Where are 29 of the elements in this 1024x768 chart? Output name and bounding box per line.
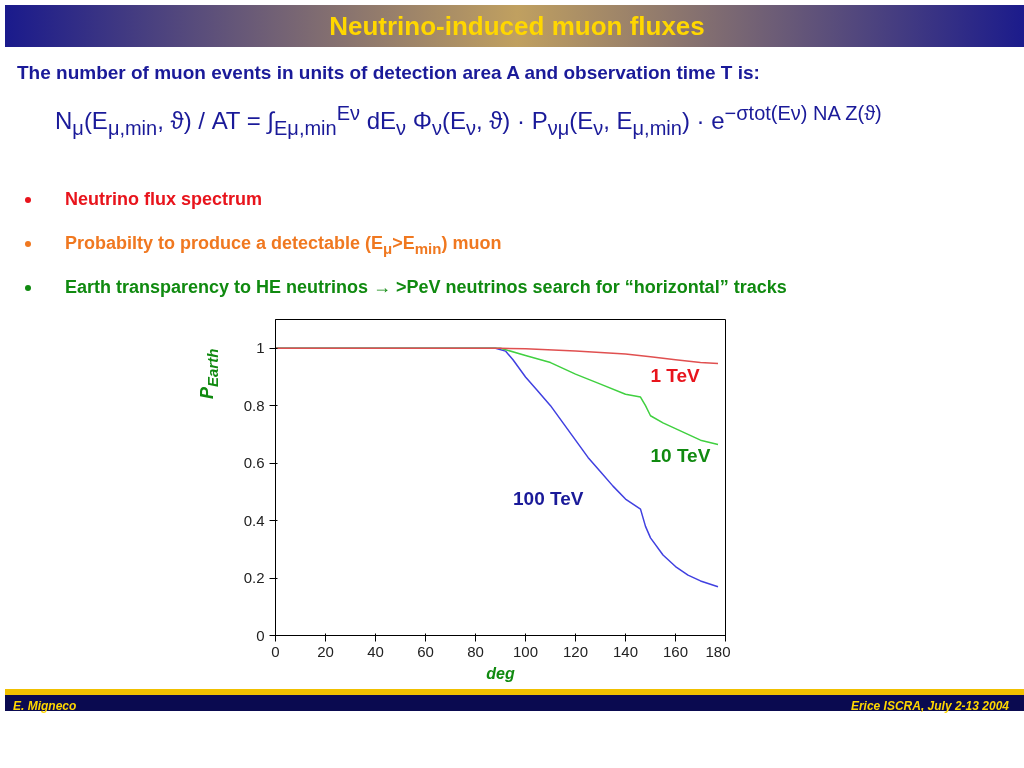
x-tick-label: 140 xyxy=(612,642,639,660)
x-tick-label: 20 xyxy=(317,642,334,660)
x-tick-label: 0 xyxy=(271,642,280,660)
chart-title: Neutrino-induced muon fluxes xyxy=(5,5,1024,47)
x-tick-label: 40 xyxy=(367,642,384,660)
x-tick-label: 180 xyxy=(705,642,731,660)
text: Neutrino flux spectrum xyxy=(64,188,263,211)
x-tick-label: 100 xyxy=(512,642,539,660)
y-tick-label: 0.4 xyxy=(243,511,265,529)
y-tick-label: 0.2 xyxy=(243,569,265,587)
chart-subtitle: The number of muon events in units of detection area A and observation time T is: xyxy=(16,61,760,85)
text: E. Migneco xyxy=(12,698,77,713)
x-axis-title: deg xyxy=(486,664,515,682)
x-tick-label: 120 xyxy=(562,642,589,660)
series-label: 100 TeV xyxy=(513,488,584,510)
text: Erice ISCRA, July 2-13 2004 xyxy=(850,698,1010,713)
x-tick-label: 80 xyxy=(467,642,484,660)
text: N$_{μ}$(E$_{μ,min}$, ϑ) / AT = ∫$_{Eμ,min}$$^{Eν}$ dE$_{ν}$ Φ$_{ν}$(E$_{ν}$, ϑ) · P$_{νμ}$(E$_{ν}$, E$_{μ,min}$) · e$^{−σtot(Eν) NA Z(ϑ)}$ xyxy=(55,102,882,139)
x-tick-label: 160 xyxy=(662,642,689,660)
x-tick-label: 60 xyxy=(417,642,434,660)
text: Probabilty to produce a detectable (E$_{μ}$>E$_{min}$) muon xyxy=(64,232,502,259)
y-tick-label: 1 xyxy=(256,339,265,357)
series-label: 1 TeV xyxy=(650,364,701,386)
series-label: 10 TeV xyxy=(650,445,711,467)
line-series xyxy=(275,347,719,365)
y-tick-label: 0.6 xyxy=(243,454,265,472)
y-tick-label: 0.8 xyxy=(243,396,265,414)
y-tick-label: 0 xyxy=(256,626,265,644)
text: Earth transparency to HE neutrinos → >PeV neutrinos search for “horizontal” tracks xyxy=(64,276,787,299)
